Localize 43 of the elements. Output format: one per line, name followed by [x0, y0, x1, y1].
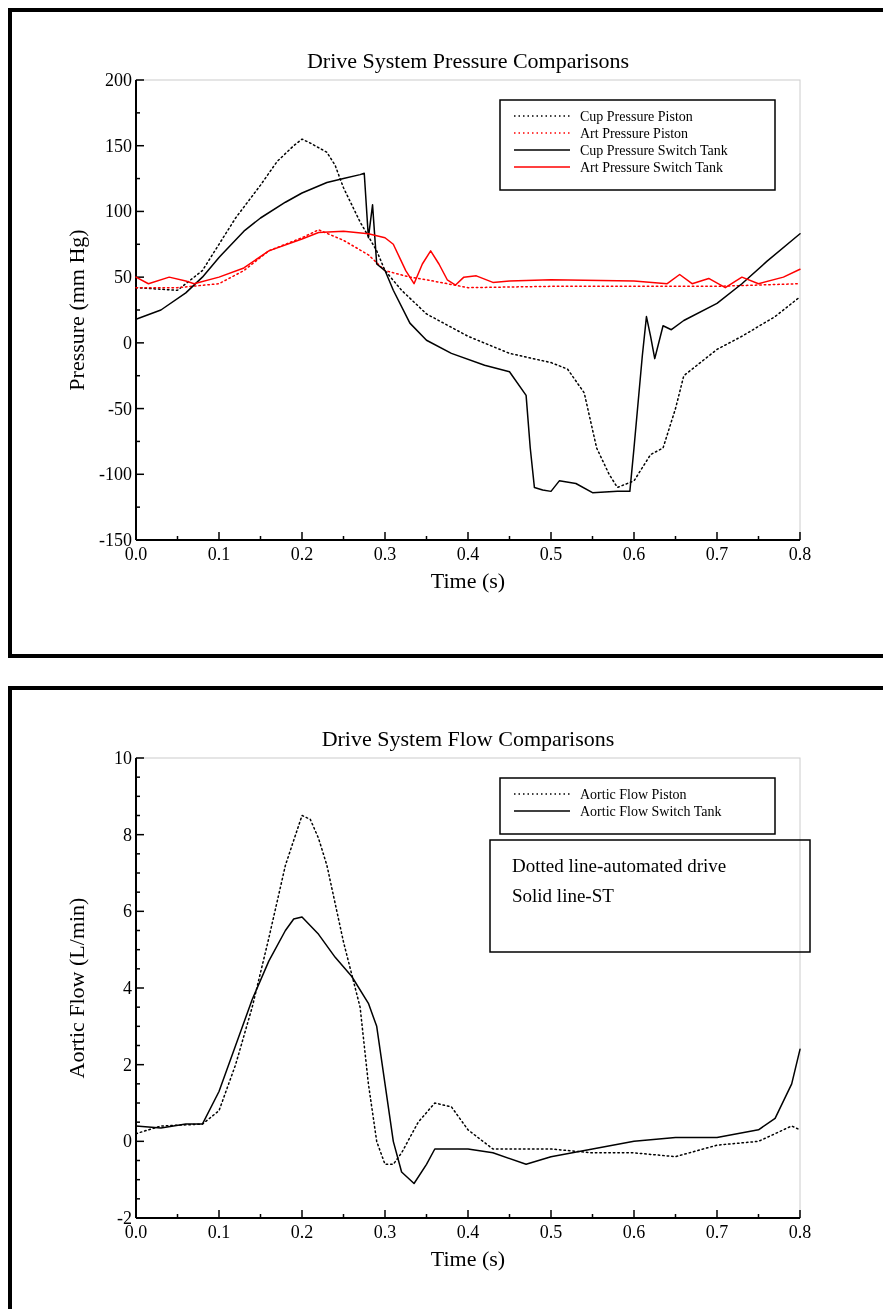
y-tick-label: 8 — [123, 824, 132, 845]
x-tick-label: 0.1 — [207, 544, 231, 564]
legend-label: Cup Pressure Switch Tank — [580, 143, 728, 158]
x-tick-label: 0.3 — [373, 1222, 397, 1242]
chart-title: Drive System Flow Comparisons — [321, 726, 615, 751]
x-tick-label: 0.1 — [207, 1222, 231, 1242]
y-tick-label: -50 — [108, 398, 132, 419]
y-tick-label: 0 — [123, 332, 132, 353]
x-tick-label: 0.3 — [373, 544, 397, 564]
y-tick-label: 4 — [123, 978, 132, 998]
x-tick-label: 0.4 — [456, 1222, 480, 1242]
x-tick-label: 0.6 — [622, 1222, 646, 1242]
legend-label: Art Pressure Piston — [580, 126, 689, 141]
x-axis-title: Time (s) — [430, 568, 506, 593]
y-tick-label: 6 — [123, 901, 132, 922]
y-tick-label: 10 — [114, 748, 132, 768]
annotation: Dotted line-automated drive — [512, 855, 727, 876]
x-tick-label: 0.6 — [622, 544, 646, 564]
y-tick-label: 150 — [105, 135, 132, 156]
x-tick-label: 0.8 — [788, 544, 812, 564]
x-tick-label: 0.2 — [290, 544, 314, 564]
x-tick-label: 0.5 — [539, 544, 563, 564]
x-tick-label: 0.7 — [705, 544, 729, 564]
x-tick-label: 0.4 — [456, 544, 480, 564]
y-tick-label: 0 — [123, 1131, 132, 1152]
legend-label: Cup Pressure Piston — [580, 109, 693, 124]
y-axis-title: Aortic Flow (L/min) — [64, 897, 89, 1079]
x-tick-label: 0.5 — [539, 1222, 563, 1242]
y-tick-label: 2 — [123, 1054, 132, 1075]
x-tick-label: 0.7 — [705, 1222, 729, 1242]
legend-label: Art Pressure Switch Tank — [580, 160, 724, 175]
x-tick-label: 0.2 — [290, 1222, 314, 1242]
legend-label: Aortic Flow Switch Tank — [580, 804, 722, 819]
y-axis-title: Pressure (mm Hg) — [64, 229, 89, 391]
y-tick-label: -100 — [99, 464, 132, 485]
y-tick-label: 50 — [114, 267, 132, 288]
chart-title: Drive System Pressure Comparisons — [306, 48, 630, 73]
legend-label: Aortic Flow Piston — [580, 787, 687, 802]
x-tick-label: 0.8 — [788, 1222, 812, 1242]
y-tick-label: 100 — [105, 201, 132, 222]
x-axis-title: Time (s) — [430, 1246, 506, 1271]
y-tick-label: 200 — [105, 70, 132, 90]
annotation: Solid line-ST — [512, 885, 615, 906]
